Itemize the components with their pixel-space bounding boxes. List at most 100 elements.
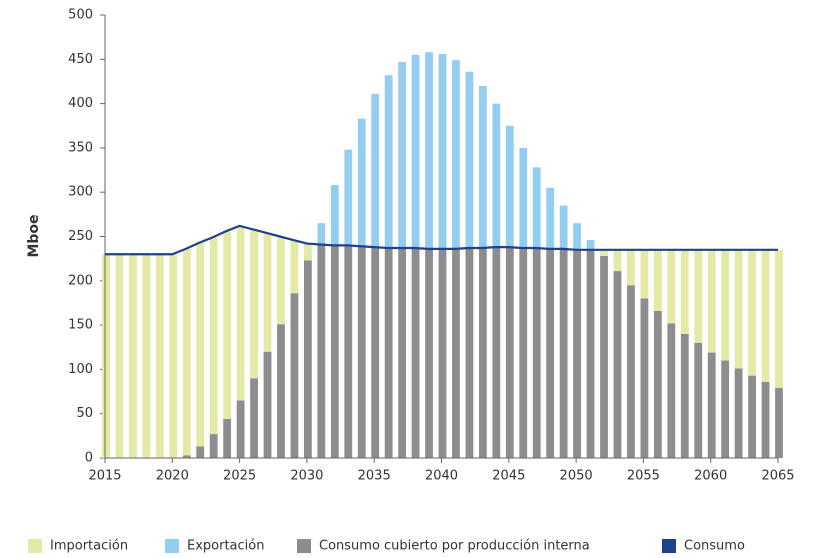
bar bbox=[425, 248, 433, 458]
bar bbox=[236, 400, 245, 458]
bar bbox=[169, 254, 178, 458]
bar bbox=[532, 167, 541, 249]
bar bbox=[653, 249, 662, 311]
bar bbox=[775, 249, 783, 389]
bar bbox=[303, 243, 312, 261]
legend-label: Exportación bbox=[187, 539, 264, 554]
bar bbox=[223, 419, 232, 458]
bar bbox=[640, 249, 649, 299]
bar bbox=[734, 249, 743, 369]
bar bbox=[761, 381, 770, 458]
bar bbox=[600, 249, 608, 256]
bar bbox=[478, 85, 487, 249]
x-tick-label: 2030 bbox=[290, 469, 323, 484]
bar bbox=[155, 254, 164, 458]
bar bbox=[384, 75, 393, 249]
bar bbox=[505, 247, 514, 458]
y-tick-label: 350 bbox=[68, 140, 93, 155]
bar bbox=[344, 149, 353, 246]
bar bbox=[761, 249, 770, 382]
x-tick-label: 2020 bbox=[156, 469, 189, 484]
bar bbox=[196, 242, 205, 447]
bar bbox=[748, 375, 756, 458]
bar bbox=[398, 248, 407, 458]
bar bbox=[573, 249, 582, 458]
x-tick-label: 2065 bbox=[761, 469, 794, 484]
bar bbox=[653, 310, 662, 458]
bar bbox=[492, 103, 501, 248]
bar bbox=[182, 455, 191, 458]
y-axis-label: Mboe bbox=[26, 214, 42, 257]
x-tick-label: 2015 bbox=[88, 469, 121, 484]
bar bbox=[317, 223, 326, 245]
x-tick-label: 2025 bbox=[223, 469, 256, 484]
bar bbox=[236, 225, 245, 401]
bar bbox=[411, 54, 420, 249]
legend-label: Consumo bbox=[684, 539, 745, 554]
y-tick-label: 200 bbox=[68, 273, 93, 288]
bar bbox=[371, 93, 380, 248]
y-tick-label: 50 bbox=[76, 406, 93, 421]
y-tick-label: 500 bbox=[68, 8, 93, 23]
legend-label: Consumo cubierto por producción interna bbox=[319, 539, 590, 554]
bar bbox=[115, 254, 124, 458]
bar bbox=[344, 245, 353, 458]
y-tick-label: 150 bbox=[68, 318, 93, 333]
bar bbox=[263, 351, 272, 458]
bar bbox=[250, 378, 258, 458]
bar bbox=[209, 434, 218, 458]
legend-swatch bbox=[28, 539, 42, 553]
bar bbox=[707, 249, 716, 353]
bar bbox=[250, 229, 258, 379]
bar bbox=[129, 254, 137, 458]
bar bbox=[667, 323, 676, 458]
bar bbox=[775, 388, 783, 458]
bar bbox=[586, 249, 595, 458]
legend-label: Importación bbox=[50, 539, 128, 554]
bar bbox=[586, 240, 595, 250]
bar bbox=[559, 205, 568, 249]
bar bbox=[102, 254, 110, 458]
legend-swatch bbox=[662, 539, 676, 553]
bar bbox=[330, 185, 339, 246]
x-tick-label: 2050 bbox=[560, 469, 593, 484]
bar bbox=[627, 249, 635, 286]
bar bbox=[303, 260, 312, 458]
bar bbox=[707, 352, 716, 458]
x-tick-label: 2045 bbox=[492, 469, 525, 484]
bar bbox=[277, 324, 285, 458]
bar bbox=[478, 248, 487, 458]
bar bbox=[290, 293, 299, 458]
bar bbox=[398, 61, 407, 249]
y-tick-label: 100 bbox=[68, 362, 93, 377]
legend-swatch bbox=[297, 539, 311, 553]
bar bbox=[519, 248, 528, 458]
x-tick-label: 2055 bbox=[627, 469, 660, 484]
y-tick-label: 250 bbox=[68, 229, 93, 244]
bar bbox=[721, 249, 730, 361]
bar bbox=[263, 232, 272, 352]
bar bbox=[573, 223, 582, 250]
bar bbox=[640, 298, 649, 458]
y-tick-label: 300 bbox=[68, 185, 93, 200]
bar bbox=[694, 249, 703, 343]
bar bbox=[532, 248, 541, 458]
y-tick-label: 400 bbox=[68, 96, 93, 111]
bar bbox=[465, 71, 474, 249]
bar bbox=[357, 246, 366, 458]
bar bbox=[142, 254, 151, 458]
bar bbox=[438, 53, 447, 249]
bar bbox=[505, 125, 514, 248]
x-tick-label: 2040 bbox=[425, 469, 458, 484]
bar bbox=[600, 255, 608, 458]
bar bbox=[694, 342, 703, 458]
bar bbox=[680, 333, 689, 458]
bar bbox=[209, 237, 218, 435]
bar bbox=[384, 248, 393, 458]
bar bbox=[196, 446, 205, 458]
bar bbox=[465, 248, 474, 458]
bar bbox=[734, 368, 743, 458]
bar bbox=[613, 271, 622, 458]
bar bbox=[721, 360, 730, 458]
